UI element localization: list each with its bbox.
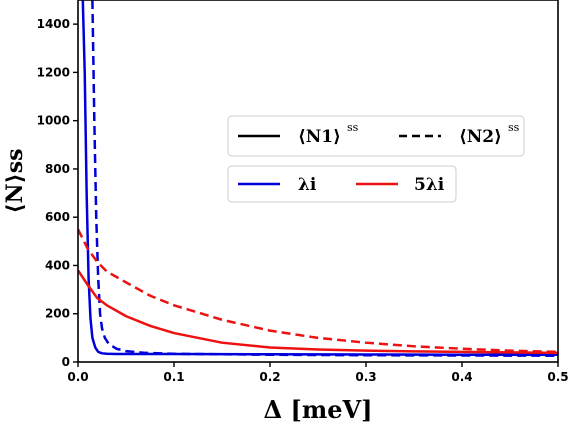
x-tick-label-3: 0.3 <box>355 370 376 384</box>
legend-lambda-label: λi <box>298 175 317 195</box>
x-tick-label-1: 0.1 <box>163 370 184 384</box>
legend-n2-sup: ss <box>508 121 520 134</box>
y-tick-label-7: 1400 <box>37 17 70 31</box>
series-line-1 <box>91 0 558 357</box>
y-tick-label-0: 0 <box>62 355 70 369</box>
y-tick-label-3: 600 <box>45 210 70 224</box>
y-tick-label-1: 200 <box>45 307 70 321</box>
series-layer <box>78 0 558 357</box>
legend-color-frame <box>227 165 457 203</box>
y-tick-label-4: 800 <box>45 162 70 176</box>
legend-style-frame <box>227 115 525 157</box>
series-line-3 <box>78 228 558 354</box>
x-tick-label-4: 0.4 <box>451 370 472 384</box>
x-tick-label-2: 0.2 <box>259 370 280 384</box>
series-line-2 <box>78 269 558 355</box>
legend-5lambda-label: 5λi <box>414 175 445 195</box>
y-tick-label-6: 1200 <box>37 65 70 79</box>
plot-frame <box>77 0 559 363</box>
x-tick-label-5: 0.5 <box>547 370 568 384</box>
y-tick-label-5: 1000 <box>37 114 70 128</box>
y-tick-label-2: 400 <box>45 258 70 272</box>
legend-n2-label: ⟨N2⟩ <box>459 127 502 147</box>
legend-style-box: ⟨N1⟩ ss ⟨N2⟩ ss <box>227 115 525 157</box>
ticks-layer: 0.0 0.1 0.2 0.3 0.4 0.5 0 200 400 600 800 1000 1200 1… <box>37 17 568 384</box>
legend-n1-sup: ss <box>347 121 359 134</box>
legend-n1-label: ⟨N1⟩ <box>298 127 341 147</box>
x-tick-label-0: 0.0 <box>67 370 88 384</box>
legend-color-box: λi 5λi <box>227 165 457 203</box>
y-axis-label: ⟨N⟩ss <box>2 149 28 214</box>
x-axis-label: Δ [meV] <box>264 395 373 424</box>
